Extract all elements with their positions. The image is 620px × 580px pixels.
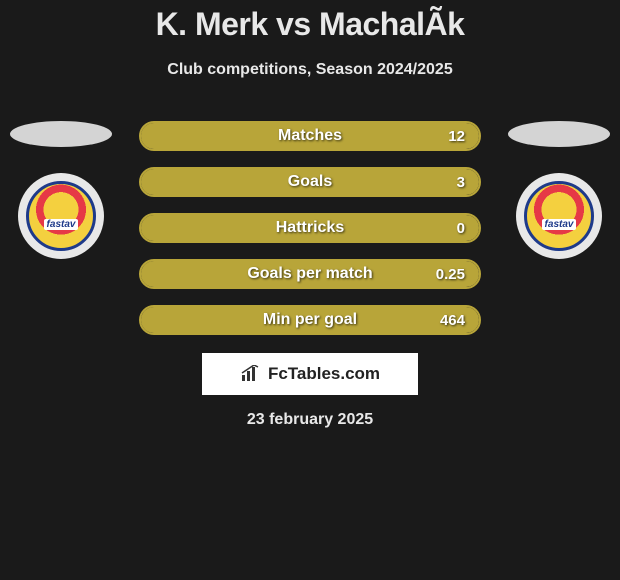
stat-label: Min per goal [141,311,479,329]
club-badge-right-label: fastav [542,219,577,230]
club-badge-right-inner: fastav [524,181,594,251]
player-photo-right [508,121,610,147]
stat-bar-row: Goals per match0.25 [139,259,481,289]
stat-value-right: 3 [457,174,465,191]
stat-value-right: 0.25 [436,266,465,283]
footer-brand-box: FcTables.com [202,353,418,395]
footer-date: 23 february 2025 [0,411,620,429]
club-badge-left-label: fastav [44,219,79,230]
stat-bar-row: Matches12 [139,121,481,151]
stat-label: Hattricks [141,219,479,237]
club-badge-left-inner: fastav [26,181,96,251]
footer-brand-text: FcTables.com [268,364,380,384]
stat-bars: Matches12 Goals3 Hattricks0 Goals per match… [139,121,481,335]
stats-area: fastav fastav Matches12 Goals3 Hattricks0 G… [0,121,620,335]
stat-label: Matches [141,127,479,145]
stat-value-right: 464 [440,312,465,329]
club-badge-left: fastav [18,173,104,259]
stat-value-right: 12 [448,128,465,145]
subtitle: Club competitions, Season 2024/2025 [0,61,620,79]
club-badge-right: fastav [516,173,602,259]
stat-bar-row: Min per goal464 [139,305,481,335]
player-photo-left [10,121,112,147]
stat-value-right: 0 [457,220,465,237]
stat-bar-row: Goals3 [139,167,481,197]
stat-bar-row: Hattricks0 [139,213,481,243]
page-title: K. Merk vs MachalÃ­k [0,0,620,43]
stat-label: Goals per match [141,265,479,283]
chart-icon [240,365,262,383]
stat-label: Goals [141,173,479,191]
